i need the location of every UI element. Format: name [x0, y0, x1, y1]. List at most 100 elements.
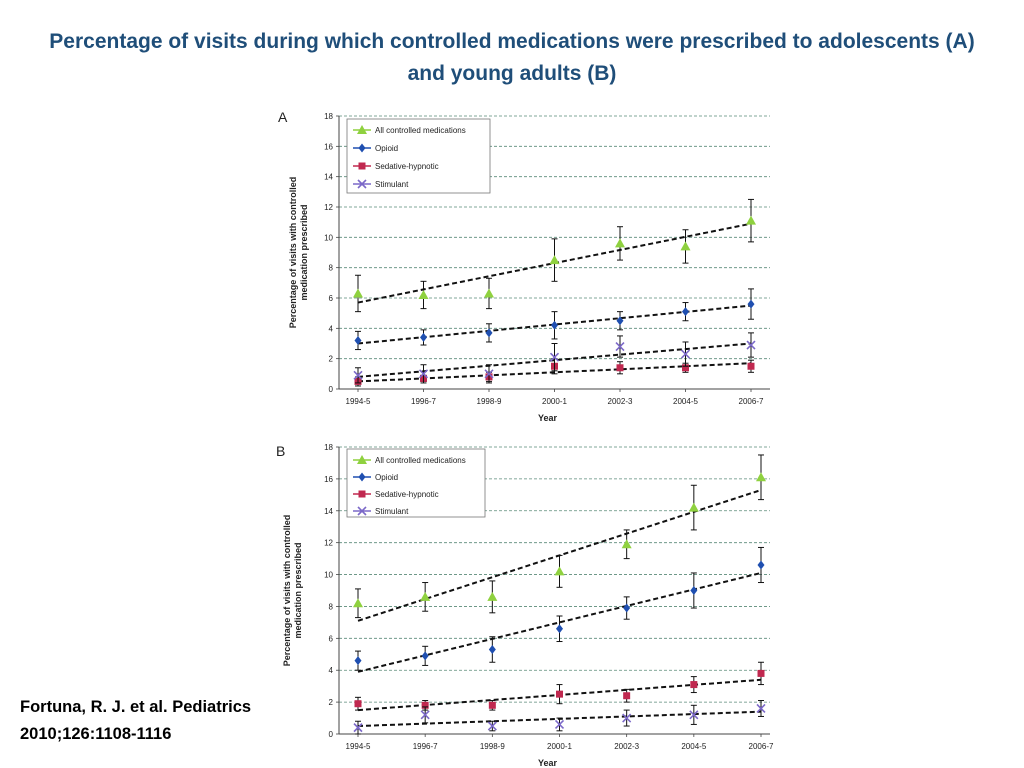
y-tick-label: 18	[324, 443, 333, 452]
data-point	[747, 299, 755, 309]
data-point	[615, 238, 625, 248]
data-point	[353, 723, 363, 733]
series-triangle-a	[353, 198, 756, 313]
y-axis-title-line: medication prescribed	[299, 204, 309, 300]
data-point	[485, 328, 493, 338]
data-point	[621, 539, 632, 549]
slide-title: Percentage of visits during which contro…	[0, 26, 1024, 90]
data-point	[488, 644, 496, 654]
legend-label: All controlled medications	[375, 126, 466, 135]
data-point	[616, 364, 624, 372]
data-point-stroke-2	[554, 719, 565, 729]
x-tick-label: 2006-7	[749, 742, 774, 751]
y-tick-label: 14	[324, 173, 333, 182]
y-tick-label: 0	[329, 385, 334, 394]
data-point	[556, 624, 563, 634]
data-point	[418, 289, 429, 299]
x-tick-label: 1994-5	[346, 397, 371, 406]
data-point	[421, 651, 429, 661]
y-axis-title-line: Percentage of visits with controlled	[282, 515, 292, 667]
legend-marker	[357, 125, 367, 134]
data-point	[487, 591, 498, 601]
data-point	[680, 241, 691, 251]
x-tick-label: 2002-3	[614, 742, 639, 751]
y-tick-label: 4	[329, 666, 334, 675]
chart-panel-b: B 0 2 4 6 8 10 12 14 16 18 1994-5 1996-7 1998-9 2000-1…	[270, 440, 780, 768]
x-tick-label: 2004-5	[673, 397, 698, 406]
series-square-b	[354, 661, 765, 711]
y-tick-label: 10	[324, 233, 333, 242]
y-tick-label: 10	[324, 571, 333, 580]
y-tick-label: 0	[329, 730, 334, 739]
data-point	[353, 598, 363, 608]
chart-a-svg: A 0 2 4 6 8 10 12 14 16 18 1994-5 1996-7 1998-9 2000-1…	[278, 109, 770, 423]
data-point-stroke-2	[746, 340, 756, 350]
data-point	[554, 566, 565, 576]
data-point	[690, 586, 698, 595]
data-point	[549, 352, 560, 362]
data-point-stroke-2	[549, 352, 560, 362]
data-point-stroke-2	[689, 710, 699, 720]
y-tick-label: 14	[324, 507, 333, 516]
y-tick-label: 6	[329, 634, 334, 643]
x-tick-label: 1996-7	[411, 397, 436, 406]
data-point	[484, 369, 494, 379]
data-point-stroke-2	[353, 723, 363, 733]
legend: All controlled medications Opioid Sedative…	[346, 118, 491, 194]
data-point	[353, 370, 363, 380]
data-point	[757, 560, 765, 570]
legend-label: Stimulant	[375, 180, 409, 189]
y-axis-title-line: medication prescribed	[293, 542, 303, 638]
y-axis-title: Percentage of visits with controlled medi…	[282, 515, 303, 667]
data-point	[682, 364, 689, 372]
data-point	[622, 713, 632, 723]
x-tick-label: 2000-1	[542, 397, 567, 406]
y-tick-label: 12	[324, 539, 333, 548]
data-point	[551, 320, 558, 330]
legend: All controlled medications Opioid Sedative…	[346, 448, 486, 518]
data-point	[488, 701, 496, 709]
legend-marker	[357, 179, 367, 189]
data-point-stroke-2	[622, 713, 632, 723]
y-tick-label: 18	[324, 112, 333, 121]
panel-letter: A	[278, 109, 288, 125]
data-point	[354, 700, 362, 708]
x-axis-title: Year	[538, 413, 558, 423]
slide-title-line-2: and young adults (B)	[407, 62, 617, 85]
data-point	[680, 349, 691, 359]
x-tick-label: 1994-5	[346, 742, 371, 751]
data-point-stroke-2	[487, 721, 497, 731]
data-point-stroke-2	[353, 370, 363, 380]
legend-label: Sedative-hypnotic	[375, 162, 439, 171]
series-x-a	[353, 332, 756, 384]
legend-marker-stroke-2	[357, 179, 367, 189]
x-tick-label: 1998-9	[480, 742, 505, 751]
data-point	[421, 701, 429, 709]
legend-box	[346, 118, 491, 194]
y-tick-label: 2	[329, 698, 334, 707]
legend-label: Opioid	[375, 144, 398, 153]
citation: Fortuna, R. J. et al. Pediatrics 2010;12…	[20, 694, 251, 748]
data-point-stroke-2	[680, 349, 691, 359]
data-point	[623, 603, 631, 613]
citation-line-1: Fortuna, R. J. et al. Pediatrics	[20, 698, 252, 716]
data-point	[556, 690, 563, 698]
data-point	[756, 472, 766, 482]
data-point	[615, 341, 625, 352]
x-tick-label: 2002-3	[608, 397, 633, 406]
series-x-b	[353, 700, 766, 735]
data-point	[353, 288, 363, 298]
legend-marker	[357, 506, 367, 516]
data-point	[689, 710, 699, 720]
legend-marker	[358, 490, 366, 498]
series-diamond-a	[354, 288, 755, 351]
chart-b-svg: B 0 2 4 6 8 10 12 14 16 18 1994-5 1996-7 1998-9 2000-1…	[276, 443, 774, 768]
data-point-stroke-2	[420, 710, 430, 720]
data-point	[420, 710, 430, 720]
data-point	[747, 362, 755, 370]
data-point	[487, 721, 497, 731]
data-point	[420, 332, 427, 342]
data-point	[756, 703, 766, 714]
data-point	[354, 335, 362, 345]
y-axis-title-line: Percentage of visits with controlled	[288, 177, 298, 329]
